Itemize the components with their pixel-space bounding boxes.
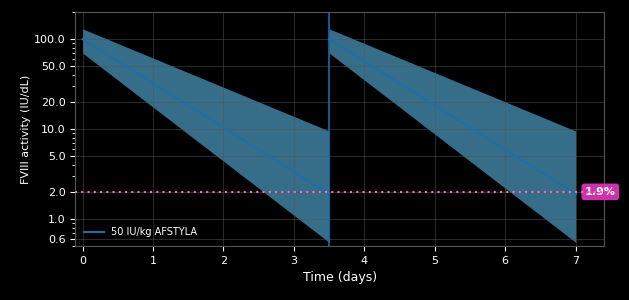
Text: 1.9%: 1.9%	[585, 187, 616, 197]
Legend: 50 IU/kg AFSTYLA: 50 IU/kg AFSTYLA	[81, 224, 201, 241]
Y-axis label: FVIII activity (IU/dL): FVIII activity (IU/dL)	[21, 74, 31, 184]
X-axis label: Time (days): Time (days)	[303, 271, 377, 284]
